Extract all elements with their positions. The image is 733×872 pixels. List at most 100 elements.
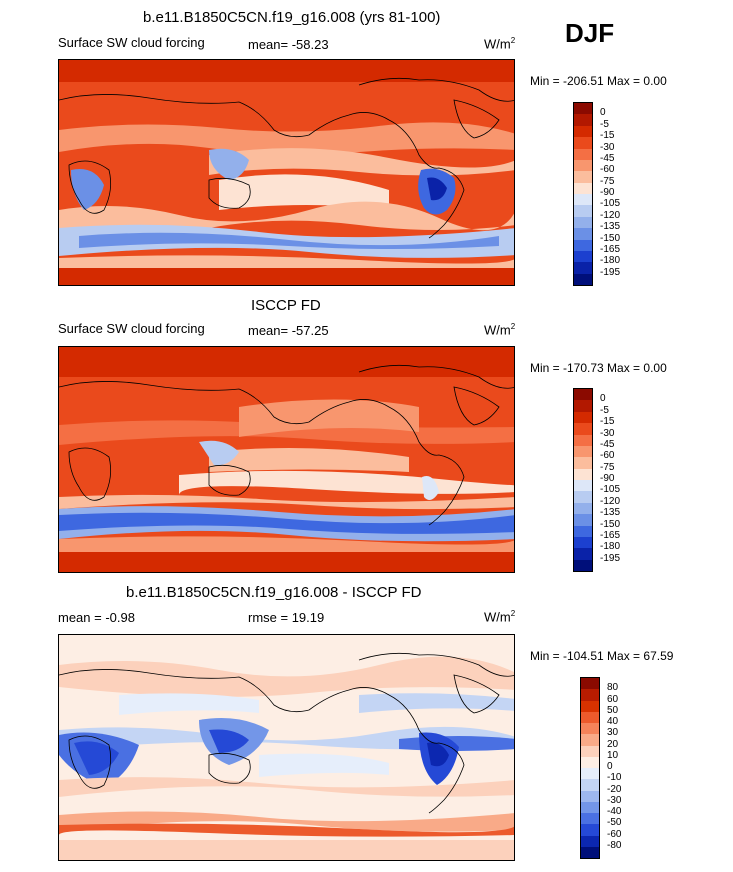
colorbar-swatch — [581, 734, 599, 746]
colorbar-label: -90 — [600, 187, 615, 198]
colorbar-label: -150 — [600, 518, 621, 530]
colorbar-label: -80 — [607, 839, 622, 851]
colorbar-swatch — [581, 790, 599, 802]
colorbar-swatch — [574, 389, 592, 401]
colorbar-label: -195 — [600, 266, 621, 278]
colorbar-label: 20 — [607, 738, 619, 750]
panel2-title: ISCCP FD — [251, 297, 321, 314]
panel2-units: W/m2 — [484, 322, 516, 338]
colorbar-swatch — [574, 480, 592, 492]
panel1-left-label: Surface SW cloud forcing — [58, 35, 205, 50]
colorbar-swatch — [574, 434, 592, 446]
panel3-colorbar-bar — [580, 677, 600, 859]
panel1-title: b.e11.B1850C5CN.f19_g16.008 (yrs 81-100) — [143, 9, 441, 26]
colorbar-swatch — [574, 548, 592, 560]
colorbar-label: -165 — [600, 529, 621, 541]
colorbar-label: 80 — [607, 682, 619, 694]
colorbar-swatch — [581, 846, 599, 858]
colorbar-label: -15 — [600, 416, 615, 428]
colorbar-swatch — [574, 239, 592, 251]
colorbar-label: -20 — [607, 783, 622, 795]
panel2-colorbar-bar — [573, 388, 593, 572]
colorbar-swatch — [574, 457, 592, 469]
panel1-colorbar-bar — [573, 102, 593, 286]
colorbar-swatch — [574, 491, 592, 503]
panel3-map — [58, 634, 515, 861]
colorbar-swatch — [574, 273, 592, 285]
colorbar-swatch — [574, 250, 592, 263]
colorbar-label: -165 — [600, 243, 621, 255]
colorbar-swatch — [581, 711, 599, 723]
panel3-mean: mean = -0.98 — [58, 610, 135, 625]
colorbar-label: -15 — [600, 130, 615, 142]
colorbar-swatch — [574, 559, 592, 571]
colorbar-swatch — [574, 103, 592, 115]
colorbar-swatch — [574, 194, 592, 206]
colorbar-swatch — [574, 114, 592, 126]
colorbar-swatch — [574, 216, 592, 229]
colorbar-swatch — [581, 824, 599, 836]
colorbar-swatch — [581, 813, 599, 825]
colorbar-label: -30 — [600, 427, 615, 439]
colorbar-swatch — [581, 835, 599, 847]
colorbar-label: -105 — [600, 484, 621, 496]
colorbar-label: -30 — [600, 141, 615, 153]
panel3-rmse: rmse = 19.19 — [248, 610, 325, 625]
colorbar-label: 0 — [600, 107, 606, 119]
colorbar-label: 60 — [607, 693, 619, 705]
colorbar-swatch — [581, 700, 599, 712]
colorbar-swatch — [574, 445, 592, 458]
panel3-title: b.e11.B1850C5CN.f19_g16.008 - ISCCP FD — [126, 584, 422, 601]
colorbar-label: 0 — [607, 761, 613, 772]
colorbar-swatch — [574, 182, 592, 194]
colorbar-label: -45 — [600, 438, 615, 450]
colorbar-swatch — [574, 468, 592, 480]
colorbar-label: -120 — [600, 209, 621, 221]
colorbar-label: -50 — [607, 817, 622, 829]
colorbar-swatch — [574, 514, 592, 526]
colorbar-label: -135 — [600, 221, 621, 233]
colorbar-swatch — [574, 148, 592, 160]
colorbar-label: 50 — [607, 704, 619, 716]
colorbar-swatch — [574, 228, 592, 240]
colorbar-label: -90 — [600, 473, 615, 484]
panel2-minmax: Min = -170.73 Max = 0.00 — [530, 361, 667, 375]
colorbar-label: -120 — [600, 495, 621, 507]
colorbar-label: -135 — [600, 507, 621, 519]
panel1-units: W/m2 — [484, 36, 516, 52]
colorbar-label: -10 — [607, 772, 622, 784]
colorbar-label: -195 — [600, 552, 621, 564]
colorbar-label: 0 — [600, 393, 606, 405]
colorbar-label: -60 — [600, 450, 615, 462]
panel2-map — [58, 346, 515, 573]
colorbar-swatch — [581, 779, 599, 791]
colorbar-swatch — [581, 756, 599, 768]
colorbar-swatch — [581, 768, 599, 780]
colorbar-label: -105 — [600, 198, 621, 210]
colorbar-swatch — [581, 689, 599, 701]
colorbar-label: -75 — [600, 175, 615, 187]
colorbar-swatch — [581, 723, 599, 735]
colorbar-label: -60 — [607, 828, 622, 840]
colorbar-swatch — [574, 400, 592, 412]
colorbar-label: -75 — [600, 461, 615, 473]
colorbar-swatch — [574, 423, 592, 435]
colorbar-label: -150 — [600, 232, 621, 244]
colorbar-label: 30 — [607, 727, 619, 739]
panel2-mean: mean= -57.25 — [248, 323, 329, 338]
colorbar-swatch — [574, 171, 592, 183]
colorbar-swatch — [574, 205, 592, 217]
colorbar-swatch — [574, 502, 592, 515]
panel3-minmax: Min = -104.51 Max = 67.59 — [530, 649, 674, 663]
colorbar-swatch — [581, 678, 599, 690]
colorbar-label: -30 — [607, 794, 622, 806]
panel1-mean: mean= -58.23 — [248, 37, 329, 52]
colorbar-swatch — [574, 159, 592, 172]
panel3-units: W/m2 — [484, 609, 516, 625]
colorbar-label: 40 — [607, 716, 619, 727]
colorbar-label: -40 — [607, 806, 622, 817]
colorbar-label: -45 — [600, 152, 615, 164]
colorbar-label: -5 — [600, 404, 609, 416]
colorbar-swatch — [574, 125, 592, 138]
colorbar-swatch — [574, 137, 592, 149]
